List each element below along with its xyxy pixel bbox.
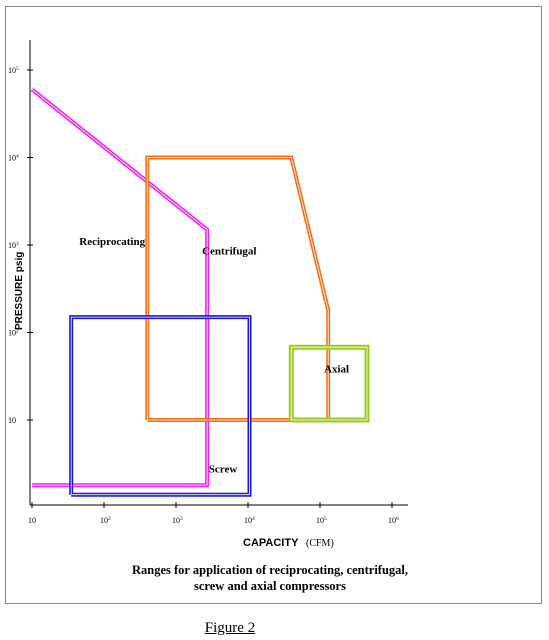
- region-labels: Reciprocating Centrifugal Screw Axial: [79, 236, 349, 476]
- y-tick-label: 102: [8, 329, 19, 338]
- centrifugal-boundary-inner-line: [146, 157, 329, 421]
- figure-frame: [5, 6, 542, 604]
- screw-boundary-inner-line: [70, 316, 250, 496]
- x-tick-label: 104: [244, 516, 255, 525]
- y-tick-label: 105: [8, 66, 19, 75]
- screw-label: Screw: [209, 464, 238, 476]
- axial-label: Axial: [324, 363, 349, 375]
- x-tick-label: 103: [172, 516, 183, 525]
- axial-region: [288, 344, 370, 423]
- axial-boundary-inner-line: [290, 346, 368, 421]
- caption-line-2: screw and axial compressors: [194, 579, 346, 593]
- caption-line-1: Ranges for application of reciprocating,…: [131, 563, 409, 577]
- x-axis-unit: (CFM): [306, 538, 334, 549]
- x-axis-title: CAPACITY: [243, 537, 299, 549]
- centrifugal-label: Centrifugal: [202, 245, 256, 257]
- centrifugal-region: [145, 155, 331, 422]
- axes: [29, 40, 408, 506]
- y-tick-label: 104: [8, 154, 19, 163]
- reciprocating-label: Reciprocating: [79, 236, 145, 248]
- x-tick-label: 102: [100, 516, 111, 525]
- figure-label: Figure 2: [204, 620, 256, 636]
- x-tick-label: 106: [388, 516, 399, 525]
- screw-region: [69, 315, 252, 497]
- ticks: 10 102 103 104 105 106 10 102 103 104 105: [8, 66, 399, 525]
- y-axis-title: PRESSURE psig: [14, 252, 25, 330]
- reciprocating-boundary-inner-line: [31, 89, 208, 486]
- compressor-range-chart: 10 102 103 104 105 106 10 102 103 104 105 Reciproc…: [8, 40, 408, 549]
- x-tick-label: 105: [316, 516, 327, 525]
- regions: [30, 87, 370, 497]
- reciprocating-region: [30, 87, 210, 488]
- y-tick-label: 10: [8, 416, 16, 425]
- figure-caption: Ranges for application of reciprocating,…: [50, 562, 490, 594]
- reciprocating-boundary-line: [30, 87, 210, 488]
- x-tick-label: 10: [28, 516, 36, 525]
- y-tick-label: 103: [8, 241, 19, 250]
